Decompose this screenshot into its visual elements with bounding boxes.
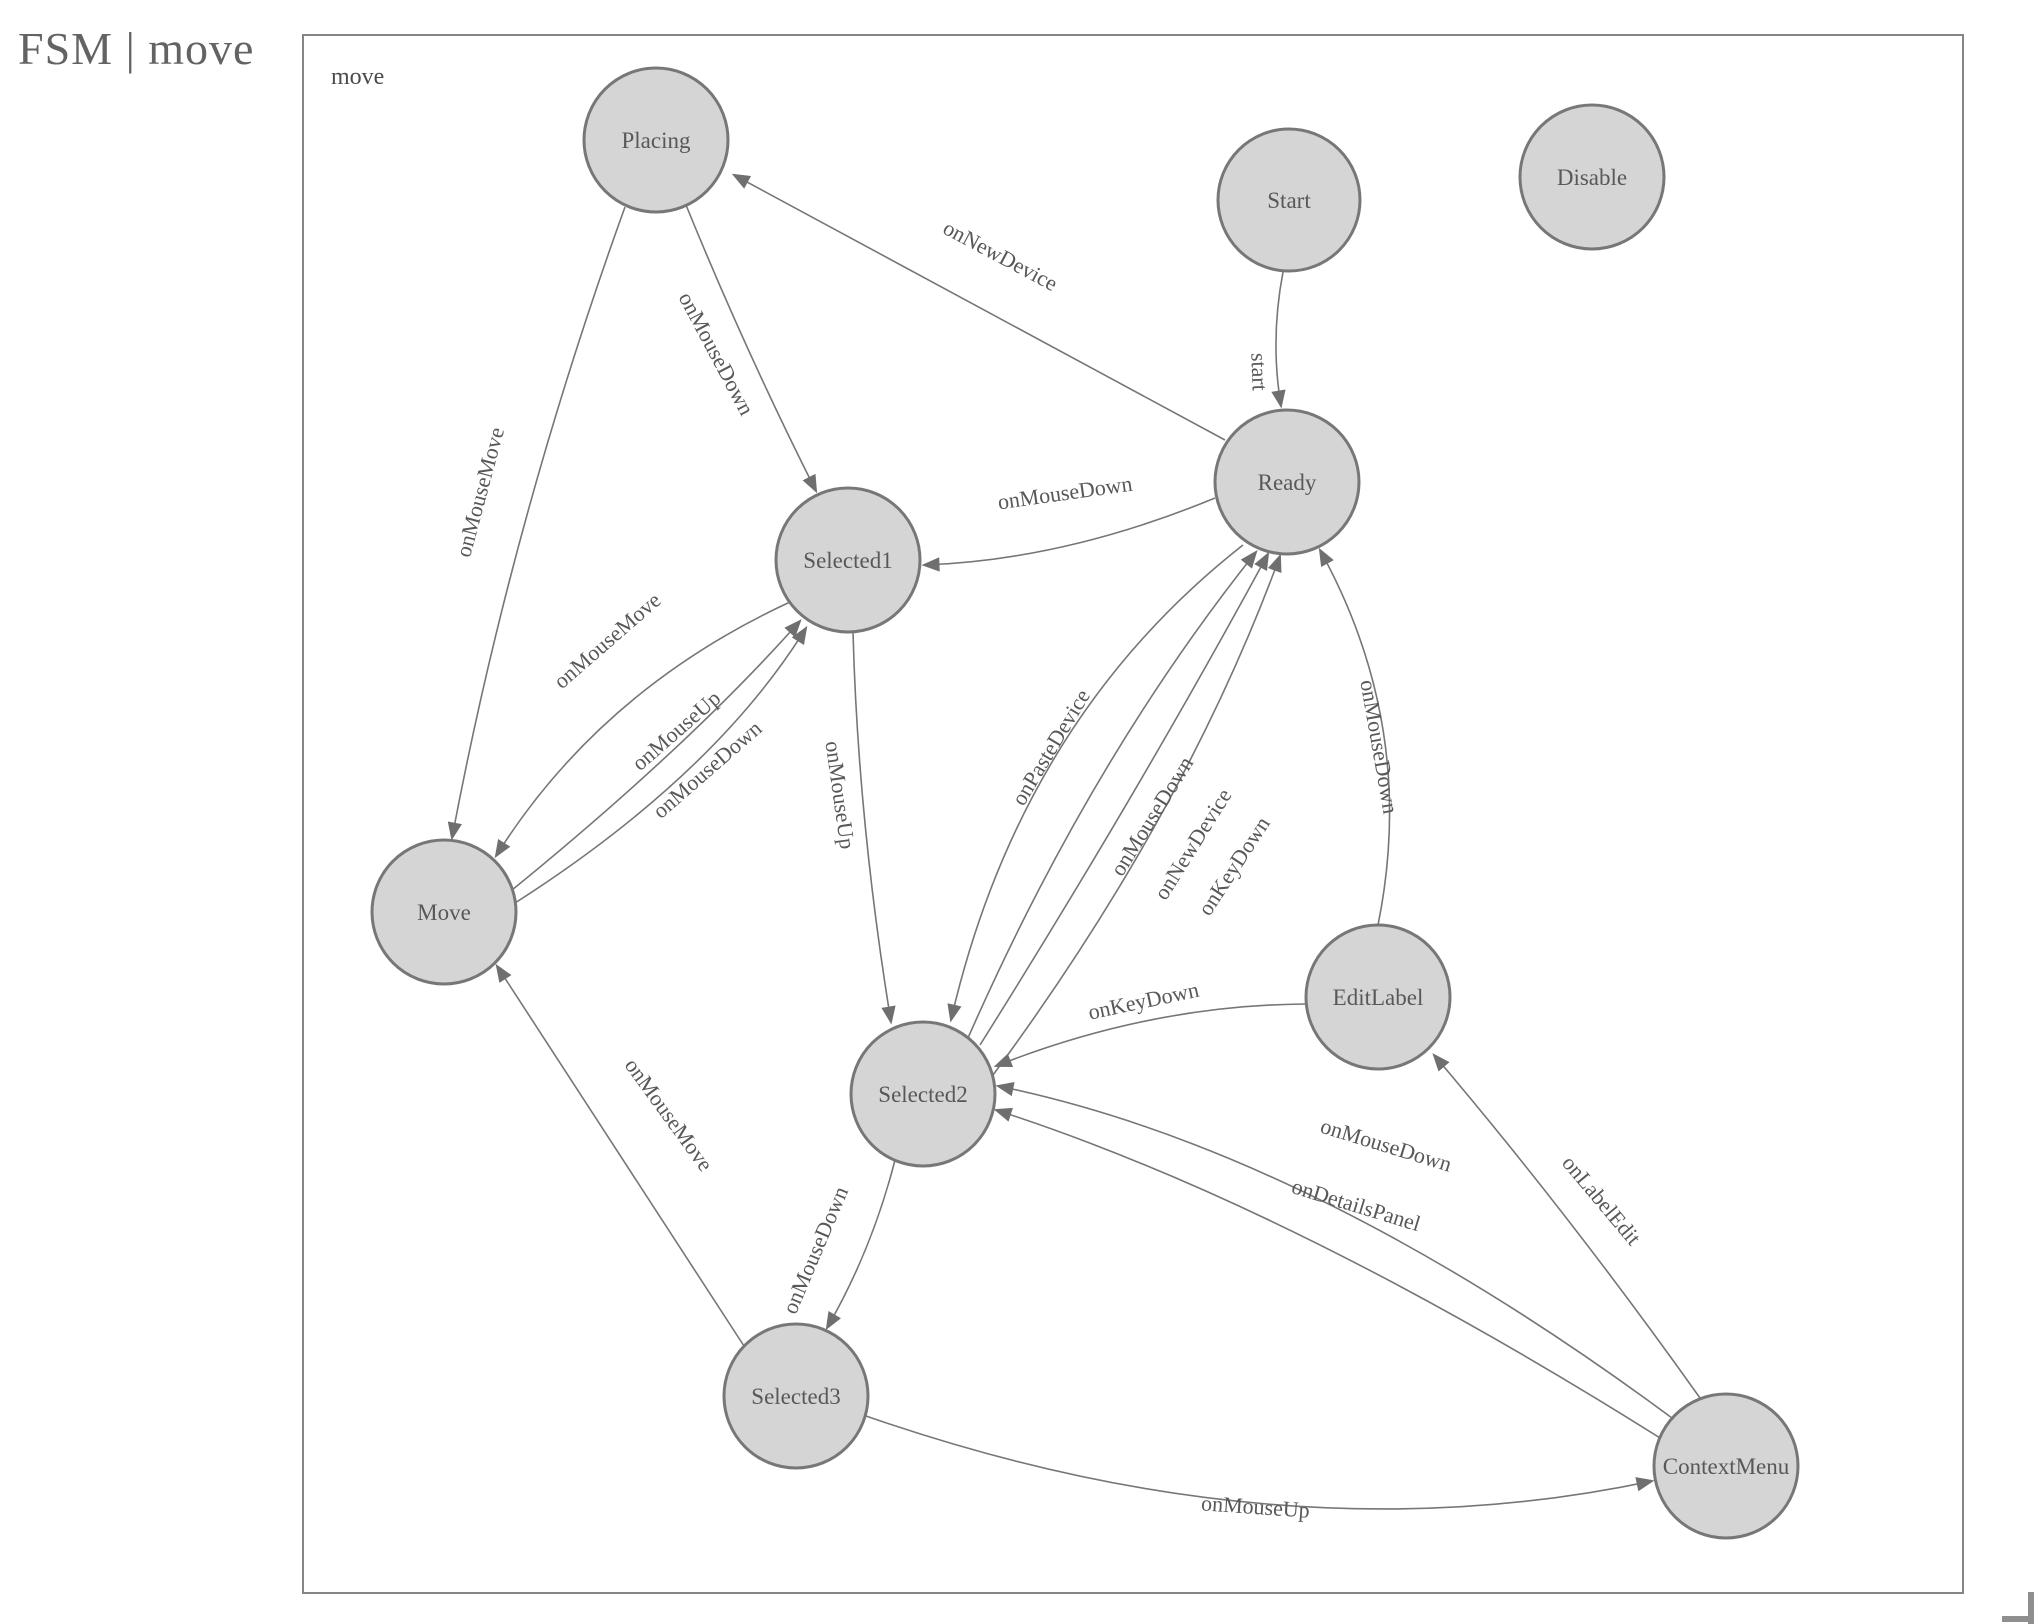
edge-label: onMouseDown	[996, 471, 1134, 515]
state-node-label: Selected3	[751, 1384, 840, 1409]
edge-start-ready	[1271, 271, 1286, 409]
diagram-frame	[302, 34, 1964, 1594]
state-node-selected2[interactable]: Selected2	[849, 1020, 997, 1168]
edge-contextmenu-selected2-mousedown	[995, 1082, 1673, 1419]
state-node-label: Start	[1267, 188, 1311, 213]
edge-layer	[447, 173, 1701, 1510]
edge-label: onLabelEdit	[1557, 1150, 1646, 1249]
state-node-placing[interactable]: Placing	[582, 66, 730, 214]
state-node-ready[interactable]: Ready	[1213, 408, 1361, 556]
edge-ready-placing	[731, 173, 1226, 441]
edge-label: start	[1246, 352, 1272, 391]
state-node-label: Selected2	[878, 1082, 967, 1107]
edge-move-selected1-up	[511, 619, 802, 891]
edge-label: onMouseDown	[777, 1183, 853, 1318]
edge-selected3-contextmenu	[865, 1415, 1655, 1510]
edge-selected2-ready-mousedown	[967, 550, 1258, 1039]
graph-title-label: move	[331, 64, 384, 90]
edge-selected1-selected2	[852, 631, 896, 1025]
state-node-contextmenu[interactable]: ContextMenu	[1652, 1392, 1800, 1540]
edge-label: onMouseMove	[620, 1053, 719, 1175]
edge-contextmenu-editlabel	[1432, 1053, 1701, 1399]
edge-move-selected1-down	[514, 625, 808, 904]
edge-editlabel-selected2	[993, 1003, 1307, 1067]
state-node-label: EditLabel	[1333, 985, 1424, 1010]
edge-ready-selected1	[921, 497, 1216, 572]
edge-selected3-move	[495, 963, 745, 1347]
edge-placing-selected1	[685, 204, 818, 494]
state-node-label: Disable	[1557, 165, 1627, 190]
edge-label: onDetailsPanel	[1289, 1173, 1424, 1236]
edge-label: onMouseMove	[549, 587, 666, 693]
edge-contextmenu-selected2-detailspanel	[993, 1107, 1661, 1439]
state-node-editlabel[interactable]: EditLabel	[1304, 923, 1452, 1071]
edge-selected2-ready-newdevice	[979, 551, 1270, 1046]
scrollbar-corner-vertical	[2028, 1592, 2034, 1624]
edge-label: onMouseUp	[1200, 1490, 1310, 1523]
state-node-label: Move	[417, 900, 471, 925]
edge-label: onKeyDown	[1086, 977, 1201, 1025]
state-node-label: Selected1	[803, 548, 892, 573]
edge-selected1-move	[494, 601, 791, 859]
scrollbar-corner-horizontal	[2002, 1616, 2034, 1622]
edge-label: onMouseUp	[820, 739, 860, 850]
state-node-disable[interactable]: Disable	[1518, 103, 1666, 251]
edge-placing-move	[447, 206, 626, 841]
node-layer: Placing Start Disable Selected1 Ready Mo…	[370, 66, 1800, 1540]
edge-label: onMouseMove	[450, 424, 509, 559]
edge-label: onNewDevice	[939, 215, 1062, 296]
state-node-label: ContextMenu	[1663, 1454, 1790, 1479]
edge-label: onMouseDown	[1355, 678, 1403, 816]
state-node-move[interactable]: Move	[370, 838, 518, 986]
state-node-label: Ready	[1258, 470, 1317, 495]
state-node-label: Placing	[622, 128, 691, 153]
state-node-selected3[interactable]: Selected3	[722, 1322, 870, 1470]
edge-label: onMouseDown	[1318, 1113, 1455, 1177]
state-node-start[interactable]: Start	[1216, 127, 1362, 273]
edge-label: onPasteDevice	[1006, 685, 1095, 810]
edge-selected2-ready-keydown	[992, 553, 1282, 1076]
edge-label: onMouseDown	[674, 288, 760, 420]
edge-editlabel-ready	[1318, 547, 1391, 926]
edge-ready-selected2	[947, 544, 1244, 1023]
edge-label-layer: onMouseDown onMouseMove onNewDevice onMo…	[450, 215, 1646, 1523]
state-node-selected1[interactable]: Selected1	[774, 486, 922, 634]
page-title: FSM | move	[18, 23, 255, 74]
edge-selected2-selected3	[825, 1159, 896, 1331]
